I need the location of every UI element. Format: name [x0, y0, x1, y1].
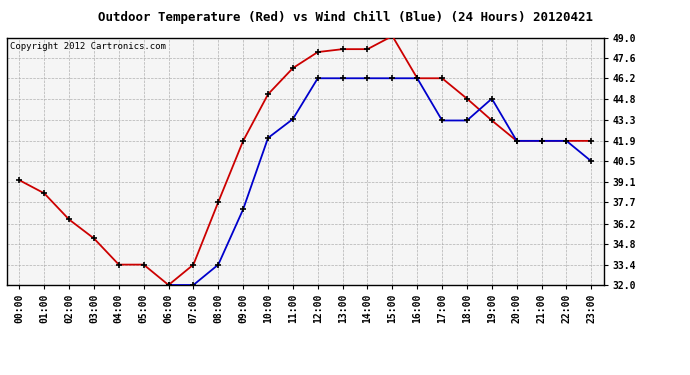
- Text: Copyright 2012 Cartronics.com: Copyright 2012 Cartronics.com: [10, 42, 166, 51]
- Text: Outdoor Temperature (Red) vs Wind Chill (Blue) (24 Hours) 20120421: Outdoor Temperature (Red) vs Wind Chill …: [97, 11, 593, 24]
